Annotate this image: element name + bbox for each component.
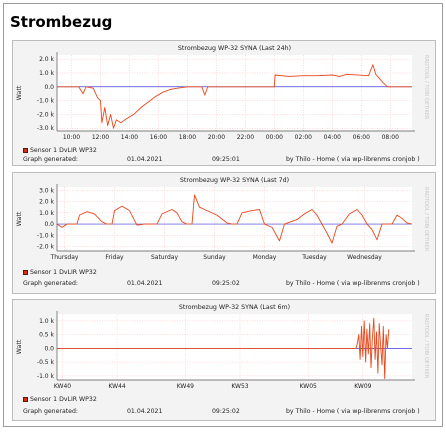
y-tick-label: 3.0 k bbox=[39, 187, 54, 194]
y-tick-label: 2.0 k bbox=[39, 56, 54, 63]
y-tick-label: -2.0 k bbox=[37, 111, 55, 118]
x-tick-label: KW44 bbox=[108, 383, 125, 390]
series-line bbox=[57, 64, 412, 129]
y-tick-label: -0.5 k bbox=[37, 359, 55, 366]
y-tick-label: -3.0 k bbox=[37, 125, 55, 132]
legend-swatch bbox=[23, 397, 28, 402]
footer-credit: by Thilo - Home ( via wp-librenms cronjo… bbox=[286, 280, 420, 287]
x-tick-label: 16:00 bbox=[150, 134, 167, 141]
legend-swatch bbox=[23, 148, 28, 153]
chart-7d: Strombezug WP-32 SYNA (Last 7d) 3.0 k 2.0 … bbox=[16, 177, 429, 261]
watermark: RRDTOOL / TOBI OETIKER bbox=[423, 187, 429, 252]
x-tick-label: 06:00 bbox=[353, 134, 370, 141]
legend-label: Sensor 1 DvLIR WP32 bbox=[30, 269, 97, 276]
watermark: RRDTOOL / TOBI OETIKER bbox=[423, 314, 429, 379]
chart-6m: Strombezug WP-32 SYNA (Last 6m) 1.0 k 0.5 … bbox=[16, 304, 429, 390]
footer-credit: by Thilo - Home ( via wp-librenms cronjo… bbox=[286, 156, 420, 163]
footer-generated-label: Graph generated: bbox=[23, 156, 78, 163]
x-tick-label: Monday bbox=[253, 254, 277, 261]
y-tick-label: -1.0 k bbox=[37, 232, 55, 239]
x-tick-label: 12:00 bbox=[92, 134, 109, 141]
series-line bbox=[57, 317, 390, 380]
y-tick-label: 1.0 k bbox=[39, 318, 54, 325]
x-tick-label: KW53 bbox=[231, 383, 248, 390]
chart-24h: Strombezug WP-32 SYNA (Last 24h) 2.0 k 1.0… bbox=[16, 45, 429, 141]
chart-title: Strombezug WP-32 SYNA (Last 24h) bbox=[178, 45, 291, 52]
x-tick-label: 22:00 bbox=[237, 134, 254, 141]
y-tick-label: -1.0 k bbox=[37, 98, 55, 105]
x-tick-label: 18:00 bbox=[179, 134, 196, 141]
chart-panel-7d: Strombezug WP-32 SYNA (Last 7d) 3.0 k 2.0 … bbox=[12, 172, 436, 294]
x-tick-label: 14:00 bbox=[121, 134, 138, 141]
y-tick-label: 1.0 k bbox=[39, 70, 54, 77]
page-title: Strombezug bbox=[10, 13, 113, 31]
y-tick-label: 2.0 k bbox=[39, 199, 54, 206]
chart-panel-6m: Strombezug WP-32 SYNA (Last 6m) 1.0 k 0.5 … bbox=[12, 299, 436, 421]
watermark: RRDTOOL / TOBI OETIKER bbox=[423, 55, 429, 120]
footer-time: 09:25:01 bbox=[212, 156, 240, 163]
x-tick-label: KW49 bbox=[177, 383, 194, 390]
x-tick-label: 08:00 bbox=[382, 134, 399, 141]
x-tick-label: KW40 bbox=[54, 383, 71, 390]
y-axis-label: Watt bbox=[16, 211, 23, 226]
x-tick-label: 20:00 bbox=[208, 134, 225, 141]
chart-title: Strombezug WP-32 SYNA (Last 7d) bbox=[180, 177, 289, 184]
footer-credit: by Thilo - Home ( via wp-librenms cronjo… bbox=[286, 408, 420, 415]
footer-generated-label: Graph generated: bbox=[23, 408, 78, 415]
x-tick-label: Saturday bbox=[151, 254, 178, 261]
x-tick-label: Wednesday bbox=[347, 254, 382, 261]
x-tick-label: Thursday bbox=[50, 254, 79, 261]
chart-panel-24h: Strombezug WP-32 SYNA (Last 24h) 2.0 k 1.0… bbox=[12, 40, 436, 166]
y-tick-label: -1.0 k bbox=[37, 373, 55, 380]
plot-area bbox=[57, 55, 412, 131]
chart-title: Strombezug WP-32 SYNA (Last 6m) bbox=[179, 304, 290, 311]
y-tick-label: 0.0 bbox=[44, 221, 54, 228]
x-tick-label: Friday bbox=[105, 254, 124, 261]
footer-time: 09:25:02 bbox=[212, 280, 240, 287]
footer-generated-label: Graph generated: bbox=[23, 280, 78, 287]
legend-label: Sensor 1 DvLIR WP32 bbox=[30, 147, 97, 154]
page: Strombezug Strombezug WP-32 SYNA (Last 2… bbox=[3, 3, 443, 427]
x-tick-label: 02:00 bbox=[295, 134, 312, 141]
x-tick-label: 04:00 bbox=[324, 134, 341, 141]
x-tick-label: KW09 bbox=[354, 383, 371, 390]
footer-time: 09:25:02 bbox=[212, 408, 240, 415]
plot-area bbox=[57, 314, 412, 380]
legend-swatch bbox=[23, 270, 28, 275]
x-tick-label: Tuesday bbox=[301, 254, 327, 261]
y-tick-label: 0.5 k bbox=[39, 332, 54, 339]
x-tick-label: Sunday bbox=[203, 254, 226, 261]
series-line bbox=[56, 194, 413, 244]
plot-area bbox=[57, 187, 412, 251]
legend-label: Sensor 1 DvLIR WP32 bbox=[30, 396, 97, 403]
x-tick-label: 10:00 bbox=[63, 134, 80, 141]
footer-date: 01.04.2021 bbox=[127, 280, 163, 287]
x-tick-label: 00:00 bbox=[266, 134, 283, 141]
x-tick-label: KW05 bbox=[300, 383, 317, 390]
footer-date: 01.04.2021 bbox=[127, 156, 163, 163]
y-axis-label: Watt bbox=[16, 85, 23, 100]
footer-date: 01.04.2021 bbox=[127, 408, 163, 415]
y-tick-label: 0.0 bbox=[44, 345, 54, 352]
y-tick-label: 1.0 k bbox=[39, 210, 54, 217]
y-tick-label: 0.0 bbox=[44, 84, 54, 91]
y-axis-label: Watt bbox=[16, 339, 23, 354]
y-tick-label: -2.0 k bbox=[37, 244, 55, 251]
